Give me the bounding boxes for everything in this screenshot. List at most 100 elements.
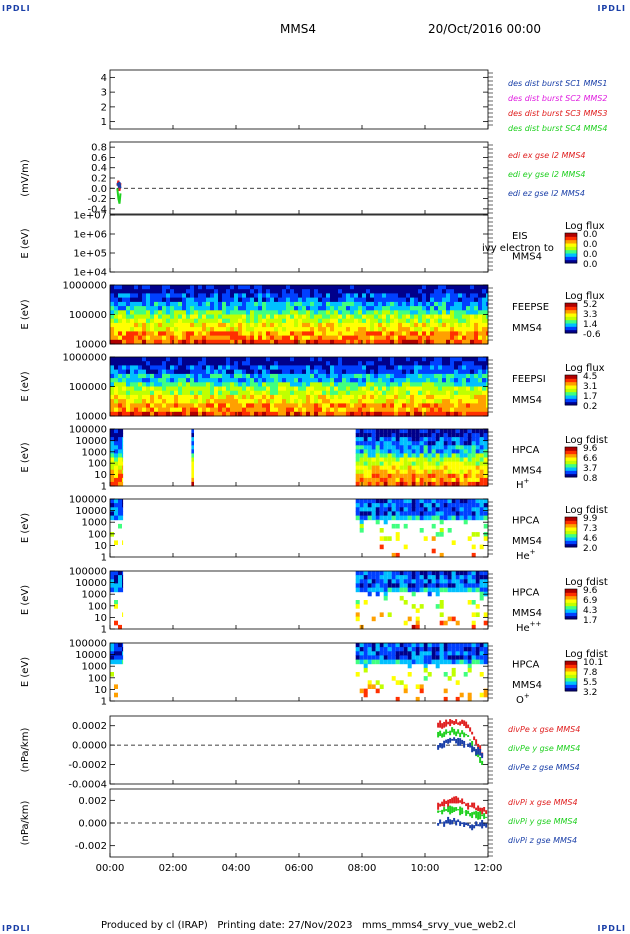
heatmap-cell	[430, 318, 434, 324]
heatmap-cell	[358, 306, 362, 311]
heatmap-cell	[367, 643, 372, 648]
heatmap-cell	[134, 369, 138, 375]
heatmap-cell	[483, 511, 488, 516]
heatmap-cell	[134, 331, 138, 337]
heatmap-cell	[419, 579, 424, 584]
heatmap-cell	[479, 441, 484, 446]
heatmap-cell	[486, 369, 488, 375]
heatmap-cell	[363, 449, 368, 454]
heatmap-cell	[382, 373, 386, 379]
heatmap-cell	[411, 643, 416, 648]
heatmap-cell	[467, 515, 472, 521]
heatmap-cell	[282, 411, 286, 417]
heatmap-cell	[470, 314, 474, 320]
heatmap-cell	[266, 314, 270, 320]
heatmap-cell	[454, 335, 458, 341]
heatmap-cell	[330, 289, 334, 294]
heatmap-cell	[114, 429, 118, 434]
heatmap-cell	[126, 285, 130, 290]
heatmap-cell	[483, 469, 488, 475]
heatmap-cell	[266, 357, 270, 362]
heatmap-cell	[470, 378, 474, 383]
heatmap-cell	[430, 411, 434, 417]
heatmap-cell	[455, 469, 460, 475]
heatmap-cell	[466, 369, 470, 375]
heatmap-cell	[294, 357, 298, 362]
heatmap-cell	[454, 386, 458, 392]
heatmap-cell	[439, 532, 444, 537]
heatmap-cell	[142, 285, 146, 290]
heatmap-cell	[403, 600, 408, 605]
heatmap-cell	[270, 365, 274, 371]
heatmap-cell	[166, 314, 170, 320]
heatmap-cell	[379, 536, 384, 541]
heatmap-cell	[134, 373, 138, 379]
heatmap-cell	[407, 575, 412, 580]
heatmap-cell	[470, 335, 474, 341]
heatmap-cell	[326, 314, 330, 320]
heatmap-cell	[358, 394, 362, 400]
heatmap-cell	[439, 477, 444, 483]
heatmap-cell	[387, 473, 392, 479]
heatmap-cell	[431, 647, 436, 652]
heatmap-cell	[174, 403, 178, 409]
legend-entry: edi ey gse l2 MMS4	[508, 170, 586, 179]
heatmap-cell	[118, 399, 122, 404]
y-tick-label: 100000	[69, 382, 107, 393]
heatmap-cell	[342, 357, 346, 362]
y-axis-label: E (eV)	[20, 299, 31, 329]
heatmap-cell	[374, 289, 378, 294]
heatmap-cell	[422, 378, 426, 383]
heatmap-cell	[342, 314, 346, 320]
heatmap-cell	[355, 571, 360, 576]
heatmap-cell	[447, 433, 452, 438]
heatmap-cell	[435, 575, 440, 580]
colorbar-swatch	[565, 530, 577, 535]
heatmap-cell	[238, 285, 242, 290]
heatmap-cell	[314, 399, 318, 404]
heatmap-cell	[294, 310, 298, 315]
heatmap-cell	[122, 461, 124, 467]
heatmap-cell	[463, 647, 468, 652]
heatmap-cell	[122, 445, 124, 450]
heatmap-cell	[450, 327, 454, 332]
heatmap-cell	[458, 306, 462, 311]
heatmap-cell	[427, 449, 432, 454]
heatmap-cell	[434, 322, 438, 328]
heatmap-cell	[114, 655, 118, 660]
heatmap-cell	[450, 357, 454, 362]
heatmap-cell	[266, 306, 270, 311]
heatmap-cell	[238, 365, 242, 371]
heatmap-cell	[475, 469, 480, 475]
colorbar-swatch	[565, 467, 577, 471]
heatmap-cell	[379, 437, 384, 442]
heatmap-cell	[290, 378, 294, 383]
heatmap-cell	[434, 407, 438, 413]
heatmap-cell	[355, 643, 360, 648]
legend-entry: divPi y gse MMS4	[508, 817, 578, 826]
heatmap-cell	[134, 293, 138, 299]
heatmap-cell	[366, 335, 370, 341]
heatmap-cell	[274, 331, 278, 337]
heatmap-cell	[443, 643, 448, 648]
heatmap-cell	[202, 335, 206, 341]
heatmap-cell	[379, 433, 384, 438]
heatmap-cell	[258, 318, 262, 324]
heatmap-cell	[218, 365, 222, 371]
heatmap-cell	[354, 357, 358, 362]
heatmap-cell	[194, 327, 198, 332]
heatmap-cell	[358, 285, 362, 290]
heatmap-cell	[438, 378, 442, 383]
colorbar-swatch	[565, 450, 577, 455]
heatmap-cell	[114, 583, 118, 588]
heatmap-cell	[375, 457, 380, 463]
heatmap-cell	[330, 293, 334, 299]
heatmap-cell	[363, 659, 368, 665]
heatmap-cell	[359, 688, 364, 694]
heatmap-cell	[170, 306, 174, 311]
heatmap-cell	[458, 361, 462, 366]
heatmap-cell	[206, 339, 210, 345]
heatmap-cell	[350, 285, 354, 290]
heatmap-cell	[411, 503, 416, 508]
heatmap-cell	[258, 373, 262, 379]
